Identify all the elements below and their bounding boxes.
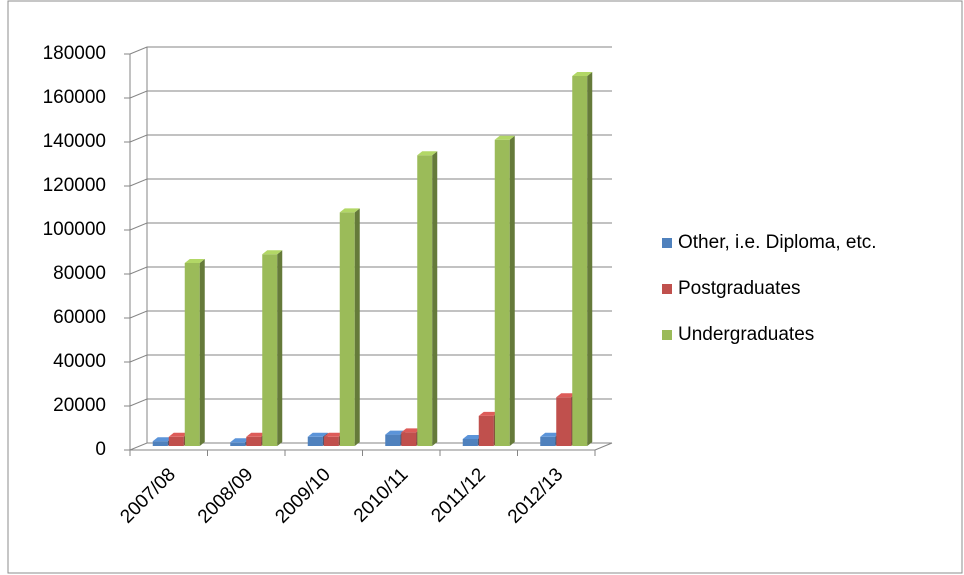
bar	[262, 250, 283, 446]
legend-label: Postgraduates	[678, 278, 801, 299]
bar-side	[277, 250, 283, 446]
bar	[417, 151, 438, 446]
chart-frame	[7, 0, 963, 574]
bar-front	[246, 436, 262, 446]
bar-front	[262, 254, 278, 446]
grid-line	[129, 442, 612, 451]
grid-line	[129, 266, 612, 275]
y-tick-label: 80000	[53, 263, 106, 284]
bar-side	[587, 72, 593, 446]
bar-front	[556, 397, 572, 446]
bar-top	[339, 208, 360, 213]
bar-front	[339, 212, 355, 446]
y-tick-label: 60000	[53, 307, 106, 328]
y-tick-label: 140000	[43, 131, 106, 152]
bar-front	[168, 436, 184, 446]
bar-front	[401, 432, 417, 446]
bar-top	[152, 437, 173, 442]
bar-side	[432, 151, 438, 446]
legend-swatch	[662, 284, 672, 294]
grid-line	[129, 310, 612, 319]
y-tick-label: 180000	[43, 43, 106, 64]
bar-top	[323, 432, 344, 437]
bar	[494, 135, 515, 447]
bar-side	[199, 259, 205, 446]
bar-front	[478, 415, 494, 446]
bar-top	[262, 250, 283, 255]
legend-swatch	[662, 330, 672, 340]
grid-line	[129, 46, 612, 55]
bar-front	[184, 263, 200, 446]
legend-label: Other, i.e. Diploma, etc.	[678, 232, 877, 253]
bar	[572, 72, 593, 446]
grid-line	[129, 222, 612, 231]
y-tick-label: 40000	[53, 351, 106, 372]
bar-front	[462, 439, 478, 446]
legend-swatch	[662, 238, 672, 248]
bar-top	[540, 432, 561, 437]
bar-top	[478, 411, 499, 416]
y-tick-label: 120000	[43, 175, 106, 196]
y-tick-label: 0	[95, 439, 106, 460]
bar-front	[385, 434, 401, 446]
y-tick-label: 20000	[53, 395, 106, 416]
y-tick-label: 160000	[43, 87, 106, 108]
bar-top	[246, 432, 267, 437]
bar-top	[401, 428, 422, 433]
bar-front	[417, 155, 433, 446]
bar-top	[385, 430, 406, 435]
legend-label: Undergraduates	[678, 324, 814, 345]
bar-top	[556, 393, 577, 398]
bar-front	[230, 442, 246, 446]
grid-line	[129, 178, 612, 187]
grid-line	[129, 134, 612, 143]
bar-top	[168, 432, 189, 437]
bar	[339, 208, 360, 446]
floor-right	[594, 442, 613, 451]
bar	[184, 259, 205, 446]
bar-top	[494, 135, 515, 140]
bar-front	[540, 436, 556, 446]
bar-front	[494, 139, 510, 447]
bar-front	[152, 441, 168, 446]
bar-side	[509, 135, 515, 447]
bar-top	[572, 72, 593, 76]
y-tick-label: 100000	[43, 219, 106, 240]
grid-line	[129, 398, 612, 407]
bar-side	[354, 208, 360, 446]
bar-top	[184, 259, 205, 263]
bar-top	[230, 438, 251, 443]
grid-line	[129, 354, 612, 363]
bar-top	[417, 151, 438, 156]
bar-front	[307, 436, 323, 446]
bar-top	[307, 432, 328, 437]
bar-top	[462, 435, 483, 439]
bar-front	[572, 76, 588, 446]
grid-line	[129, 90, 612, 99]
bar-front	[323, 436, 339, 446]
